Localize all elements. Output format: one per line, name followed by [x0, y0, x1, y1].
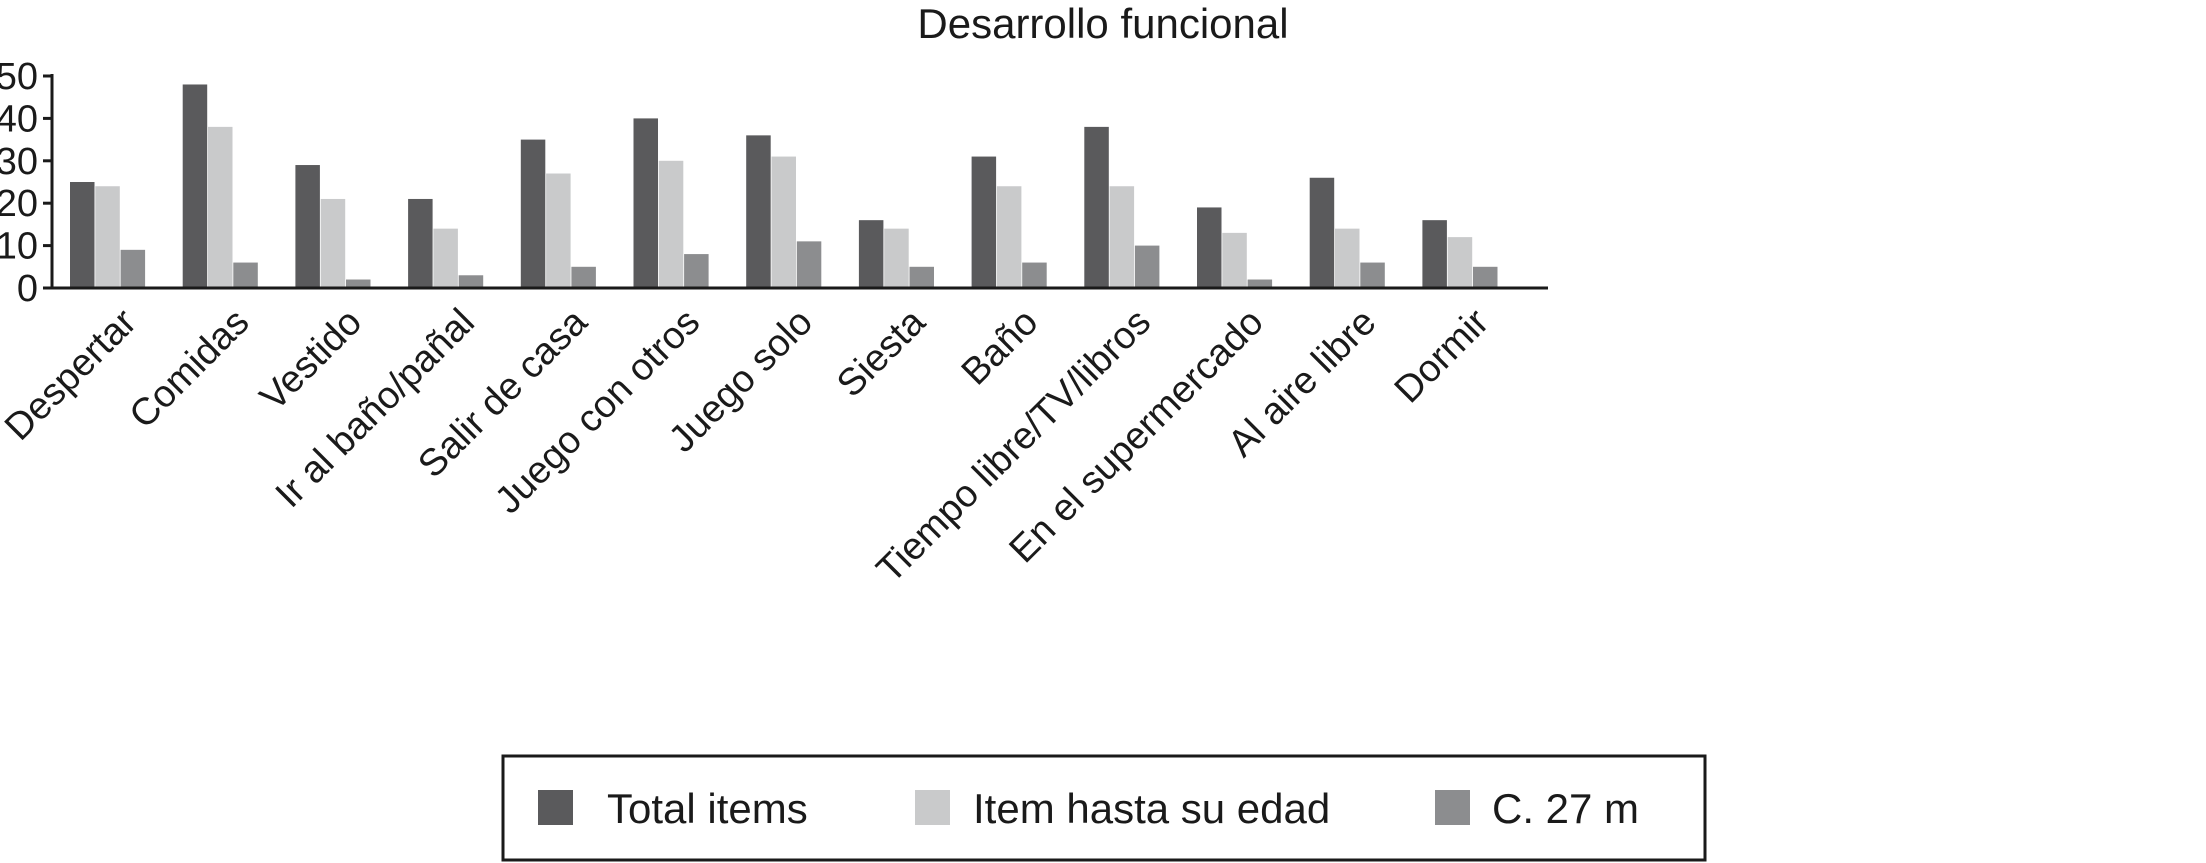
- chart-title: Desarrollo funcional: [917, 0, 1288, 47]
- y-tick-label: 10: [0, 226, 38, 268]
- bar: [408, 198, 433, 288]
- bar: [909, 266, 934, 288]
- bar-group: [1084, 126, 1160, 288]
- y-tick-label: 40: [0, 98, 38, 140]
- bars: [70, 84, 1498, 289]
- bar: [295, 165, 320, 288]
- bar: [208, 126, 233, 288]
- bar: [320, 198, 346, 288]
- bar: [120, 249, 146, 288]
- bar: [1247, 279, 1273, 288]
- bar: [1422, 220, 1447, 288]
- legend-swatch: [538, 790, 573, 825]
- x-tick-label: Baño: [954, 301, 1046, 393]
- bar: [1197, 207, 1222, 288]
- bar-group: [633, 118, 709, 289]
- x-tick-label: Juego con otros: [487, 301, 708, 522]
- bar: [346, 279, 371, 288]
- bar: [1447, 237, 1473, 288]
- legend-swatch: [1435, 790, 1470, 825]
- bar-group: [1197, 207, 1273, 288]
- x-tick-label: Siesta: [829, 300, 934, 405]
- legend-label: C. 27 m: [1492, 785, 1639, 832]
- y-tick-label: 30: [0, 141, 38, 183]
- bar: [746, 135, 771, 288]
- bar-group: [746, 135, 822, 288]
- bar-group: [1422, 220, 1498, 288]
- x-tick-label: Dormir: [1387, 301, 1498, 412]
- legend: Total items Item hasta su edad C. 27 m: [501, 754, 1707, 862]
- bar: [1222, 232, 1247, 288]
- bar-group: [70, 182, 146, 288]
- bar: [182, 84, 208, 288]
- bar-group: [858, 220, 934, 288]
- bar-group: [408, 198, 484, 288]
- x-tick-label: Despertar: [0, 301, 145, 449]
- legend-box: [501, 754, 1707, 862]
- bar: [233, 262, 258, 288]
- bar: [996, 186, 1022, 288]
- bar: [571, 266, 596, 288]
- bar: [684, 254, 709, 288]
- bar: [1134, 245, 1160, 288]
- bar: [546, 173, 571, 288]
- bar: [1473, 266, 1498, 288]
- x-tick-label: Comidas: [122, 301, 258, 437]
- bar: [1335, 228, 1360, 288]
- legend-label: Item hasta su edad: [973, 785, 1330, 832]
- bar: [771, 156, 796, 288]
- bar: [520, 139, 546, 288]
- bar: [858, 220, 884, 288]
- bar: [1084, 126, 1109, 288]
- bar: [70, 182, 95, 288]
- x-tick-label: Ir al baño/pañal: [268, 301, 483, 516]
- bar: [1109, 186, 1135, 288]
- y-tick-label: 50: [0, 56, 38, 98]
- bar: [971, 156, 997, 288]
- bar: [1022, 262, 1047, 288]
- bar: [1360, 262, 1385, 288]
- bar: [95, 186, 120, 288]
- bar-group: [1309, 177, 1385, 288]
- bar: [633, 118, 658, 289]
- bar: [458, 275, 484, 288]
- y-tick-label: 0: [17, 268, 38, 310]
- bar: [1309, 177, 1335, 288]
- bar-group: [520, 139, 596, 288]
- bar: [884, 228, 909, 288]
- y-tick-label: 20: [0, 183, 38, 225]
- legend-swatch: [915, 790, 950, 825]
- legend-label: Total items: [607, 785, 808, 832]
- bar-group: [182, 84, 258, 288]
- bar: [433, 228, 458, 288]
- bar: [796, 241, 822, 288]
- bar-group: [295, 165, 371, 288]
- bar: [658, 160, 684, 288]
- bar-group: [971, 156, 1047, 288]
